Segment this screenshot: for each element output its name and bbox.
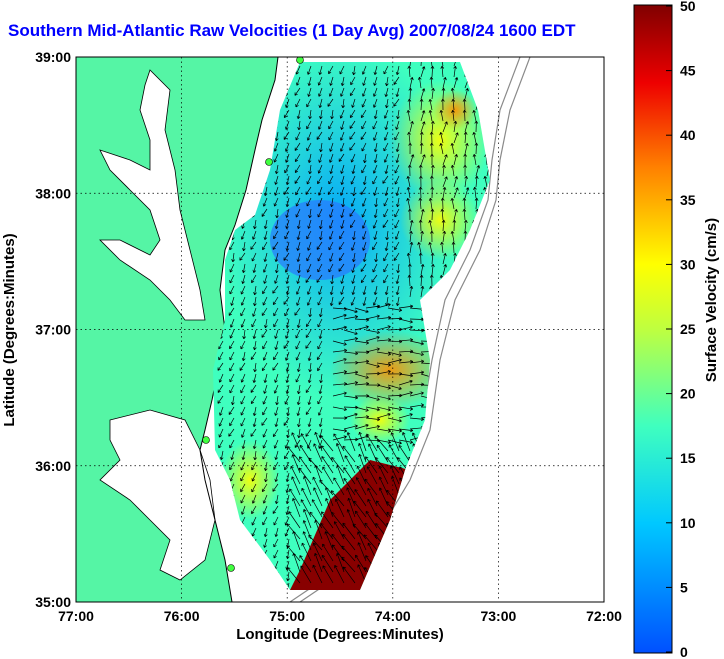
colorbar-tick-label: 35 [680,192,696,208]
colorbar-tick-label: 30 [680,256,696,272]
colorbar-tick-label: 10 [680,515,696,531]
colorbar-label: Surface Velocity (cm/s) [703,218,720,382]
map-grid [76,57,604,602]
chesapeake-bay [100,70,205,320]
latitude-tick-label: 35:00 [35,594,71,610]
radar-site-marker [202,436,210,444]
radar-site-marker [296,57,304,64]
colorbar-tick-label: 15 [680,450,696,466]
colorbar [633,4,673,654]
longitude-tick-label: 72:00 [586,608,622,624]
radar-site-marker [227,564,235,572]
colorbar-tick-label: 20 [680,386,696,402]
colorbar-ticks: 0 5 10 15 20 25 30 35 40 45 50 [666,0,696,659]
latitude-tick-label: 37:00 [35,322,71,338]
longitude-ticks: 77:00 76:00 75:00 74:00 73:00 72:00 [58,608,622,624]
longitude-tick-label: 74:00 [375,608,411,624]
x-axis-label: Longitude (Degrees:Minutes) [236,626,444,643]
radar-site-marker [265,158,273,166]
colorbar-tick-label: 0 [680,644,688,659]
map-title: Southern Mid-Atlantic Raw Velocities (1 … [8,21,576,40]
longitude-tick-label: 75:00 [269,608,305,624]
colorbar-tick-label: 45 [680,63,696,79]
latitude-ticks: 39:00 38:00 37:00 36:00 35:00 [35,49,71,610]
longitude-tick-label: 77:00 [58,608,94,624]
velocity-vectors [213,62,490,590]
colorbar-tick-label: 50 [680,0,696,14]
colorbar-tick-label: 5 [680,579,688,595]
longitude-tick-label: 73:00 [480,608,516,624]
latitude-tick-label: 36:00 [35,458,71,474]
longitude-tick-label: 76:00 [164,608,200,624]
latitude-tick-label: 38:00 [35,185,71,201]
pamlico-sound [100,410,215,580]
latitude-tick-label: 39:00 [35,49,71,65]
colorbar-tick-label: 40 [680,127,696,143]
colorbar-tick-label: 25 [680,321,696,337]
y-axis-label: Latitude (Degrees:Minutes) [1,233,18,426]
plot-frame [75,56,605,603]
